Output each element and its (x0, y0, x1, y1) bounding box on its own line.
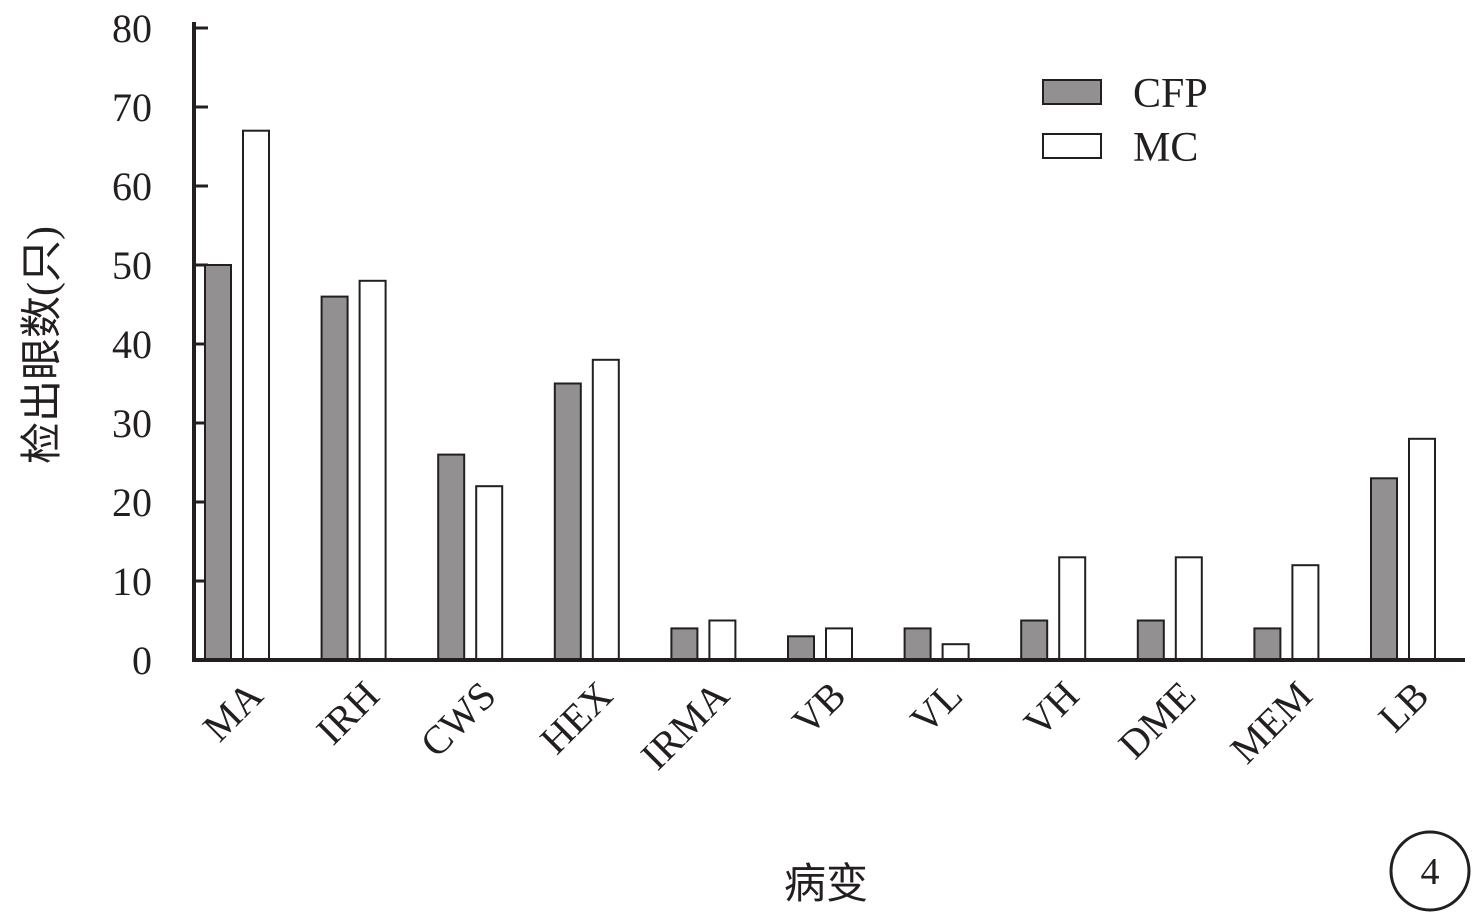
bar-cfp-ma (204, 264, 232, 661)
x-tick-label: LB (1369, 673, 1437, 741)
bar-mc-vl (941, 643, 970, 662)
bar-cfp-lb (1370, 477, 1398, 661)
y-tick-label: 80 (112, 6, 152, 51)
panel-badge-label: 4 (1421, 851, 1440, 893)
x-tick-label: MA (194, 672, 271, 749)
legend-label-cfp: CFP (1133, 71, 1208, 117)
y-tick-label: 20 (112, 480, 152, 525)
bar-cfp-vb (787, 635, 815, 661)
legend-swatch-cfp (1042, 79, 1102, 105)
bar-mc-mem (1291, 564, 1320, 662)
legend: CFP MC (1042, 71, 1208, 171)
bar-mc-cws (475, 485, 504, 662)
bar-cfp-dme (1136, 619, 1165, 661)
bar-mc-dme (1174, 556, 1203, 661)
legend-swatch-mc (1042, 133, 1102, 159)
y-tick-label: 40 (112, 322, 152, 367)
panel-badge: 4 (1389, 830, 1471, 912)
x-tick-label: VL (901, 673, 971, 743)
bar-mc-irh (358, 279, 387, 661)
panel-badge-circle (1389, 830, 1471, 912)
y-tick-label: 30 (112, 401, 152, 446)
x-tick-label: IRMA (632, 672, 738, 778)
x-tick-label: HEX (531, 672, 621, 762)
x-tick-label: DME (1109, 673, 1204, 768)
bar-cfp-irma (670, 627, 699, 662)
y-tick-label: 70 (112, 85, 152, 130)
y-tick-label: 50 (112, 243, 152, 288)
bar-cfp-mem (1253, 627, 1282, 662)
bar-cfp-vl (903, 627, 932, 662)
bars (204, 129, 1436, 662)
bar-mc-vb (825, 627, 853, 662)
x-tick-label: VB (783, 673, 854, 744)
y-tick-label: 0 (132, 638, 152, 683)
bar-cfp-irh (320, 295, 349, 661)
bar-mc-irma (708, 619, 737, 661)
y-tick-label: 10 (112, 559, 152, 604)
bar-cfp-cws (437, 453, 466, 661)
bar-cfp-hex (553, 382, 582, 661)
y-axis: 0 10 20 30 40 50 60 70 80 检出眼数(只) (19, 6, 208, 683)
y-axis-title: 检出眼数(只) (19, 226, 66, 464)
bar-mc-lb (1408, 437, 1436, 661)
bar-mc-ma (242, 129, 270, 661)
bar-cfp-vh (1020, 619, 1049, 661)
x-axis-title: 病变 (784, 861, 868, 908)
x-tick-label: VH (1015, 673, 1088, 746)
x-tick-label: IRH (307, 673, 388, 754)
x-tick-label: CWS (411, 673, 504, 766)
bar-mc-vh (1058, 556, 1087, 661)
x-tick-label: MEM (1221, 673, 1320, 772)
y-tick-label: 60 (112, 164, 152, 209)
legend-label-mc: MC (1133, 125, 1198, 171)
bar-mc-hex (591, 358, 620, 661)
x-tick-labels: MA IRH CWS HEX IRMA VB VL VH DME MEM LB (194, 672, 1437, 778)
